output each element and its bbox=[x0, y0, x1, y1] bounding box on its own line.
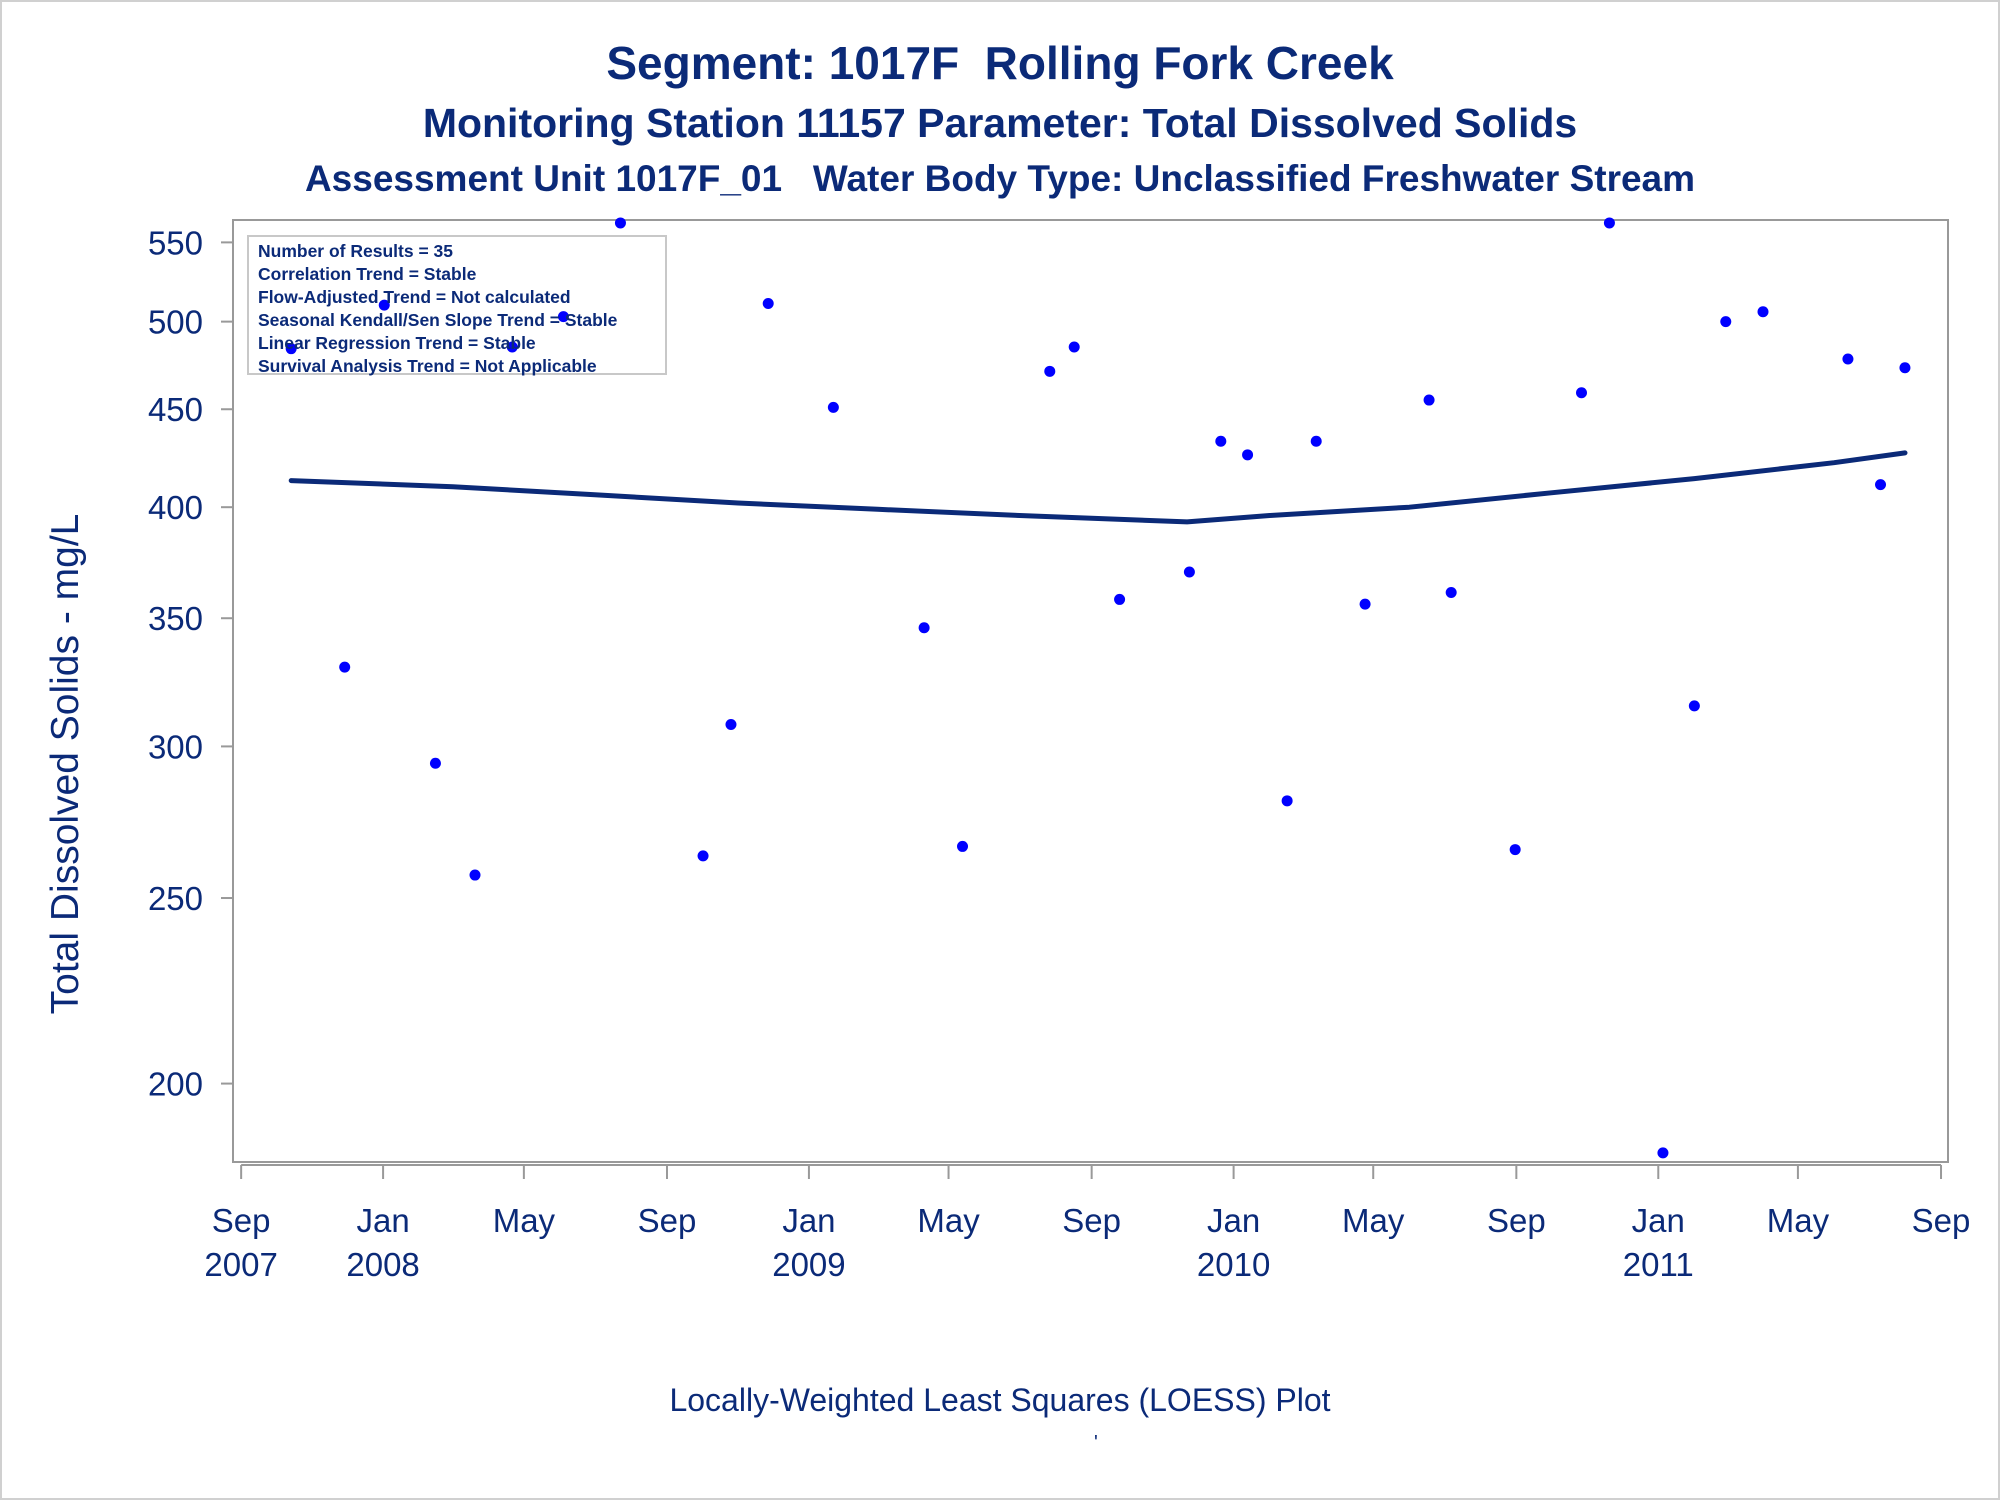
data-point bbox=[1044, 365, 1056, 377]
y-tick-label: 450 bbox=[148, 391, 203, 428]
data-point bbox=[762, 298, 774, 310]
footnote-mark: ' bbox=[1094, 1432, 1098, 1454]
data-point bbox=[1875, 479, 1887, 491]
data-point bbox=[1657, 1147, 1669, 1159]
footnote: Locally-Weighted Least Squares (LOESS) P… bbox=[669, 1382, 1331, 1418]
y-tick-label: 250 bbox=[148, 880, 203, 917]
data-point bbox=[957, 840, 969, 852]
data-point bbox=[1842, 353, 1854, 365]
plot-area bbox=[232, 219, 1949, 1163]
data-point bbox=[1310, 435, 1322, 447]
x-tick-label-year: 2011 bbox=[1623, 1246, 1694, 1283]
data-point bbox=[557, 311, 569, 323]
data-point bbox=[506, 341, 518, 353]
chart-title: Segment: 1017F Rolling Fork Creek bbox=[606, 37, 1394, 89]
data-point bbox=[1445, 586, 1457, 598]
y-tick-label: 550 bbox=[148, 224, 203, 261]
data-point bbox=[1423, 394, 1435, 406]
stat-count: Number of Results = 35 bbox=[258, 241, 453, 261]
data-point bbox=[1720, 316, 1732, 328]
data-point bbox=[1757, 306, 1769, 318]
x-tick-label-month: Jan bbox=[782, 1202, 835, 1239]
data-point bbox=[339, 661, 351, 673]
data-point bbox=[1359, 598, 1371, 610]
x-tick-label-month: Sep bbox=[638, 1202, 697, 1239]
stat-linear-regression: Linear Regression Trend = Stable bbox=[258, 333, 536, 353]
y-tick-label: 500 bbox=[148, 304, 203, 341]
data-point bbox=[1575, 387, 1587, 399]
x-tick-label-month: Jan bbox=[1632, 1202, 1685, 1239]
data-point bbox=[285, 343, 297, 355]
data-point bbox=[918, 622, 930, 634]
y-tick-label: 200 bbox=[148, 1066, 203, 1103]
data-point bbox=[1215, 435, 1227, 447]
x-tick-label-month: May bbox=[493, 1202, 556, 1239]
y-tick-label: 350 bbox=[148, 600, 203, 637]
data-point bbox=[1603, 217, 1615, 229]
data-point bbox=[469, 869, 481, 881]
data-point bbox=[614, 217, 626, 229]
x-tick-label-month: May bbox=[917, 1202, 980, 1239]
stat-survival: Survival Analysis Trend = Not Applicable bbox=[258, 356, 597, 376]
loess-line bbox=[288, 450, 1908, 525]
chart-subtitle: Monitoring Station 11157 Parameter: Tota… bbox=[422, 100, 1578, 146]
x-tick-label-year: 2009 bbox=[772, 1246, 845, 1283]
y-tick-label: 400 bbox=[148, 489, 203, 526]
data-point bbox=[1114, 593, 1126, 605]
data-point bbox=[1509, 844, 1521, 856]
data-point bbox=[725, 719, 737, 731]
stat-correlation: Correlation Trend = Stable bbox=[258, 264, 477, 284]
stat-flow-adjusted: Flow-Adjusted Trend = Not calculated bbox=[258, 287, 571, 307]
stat-seasonal-kendall: Seasonal Kendall/Sen Slope Trend = Stabl… bbox=[258, 310, 618, 330]
data-point bbox=[1068, 341, 1080, 353]
x-tick-label-month: Sep bbox=[1487, 1202, 1546, 1239]
data-point bbox=[1688, 700, 1700, 712]
x-tick-label-month: Sep bbox=[212, 1202, 271, 1239]
x-tick-label-month: May bbox=[1767, 1202, 1830, 1239]
data-point bbox=[429, 757, 441, 769]
stats-box: Number of Results = 35 Correlation Trend… bbox=[247, 235, 667, 376]
data-point bbox=[697, 850, 709, 862]
data-point bbox=[1242, 449, 1254, 461]
x-tick-label-month: Sep bbox=[1912, 1202, 1971, 1239]
y-tick-label: 300 bbox=[148, 728, 203, 765]
x-tick-label-month: Jan bbox=[1207, 1202, 1260, 1239]
data-point bbox=[1183, 566, 1195, 578]
x-tick-label-year: 2008 bbox=[346, 1246, 419, 1283]
data-point bbox=[1899, 362, 1911, 374]
x-tick-label-month: Jan bbox=[356, 1202, 409, 1239]
data-point bbox=[378, 299, 390, 311]
x-tick-label-month: May bbox=[1342, 1202, 1405, 1239]
chart-subtitle-2: Assessment Unit 1017F_01 Water Body Type… bbox=[304, 158, 1696, 199]
x-tick-label-year: 2010 bbox=[1197, 1246, 1270, 1283]
data-point bbox=[1281, 795, 1293, 807]
x-tick-label-month: Sep bbox=[1062, 1202, 1121, 1239]
x-tick-label-year: 2007 bbox=[204, 1246, 277, 1283]
data-point bbox=[827, 401, 839, 413]
